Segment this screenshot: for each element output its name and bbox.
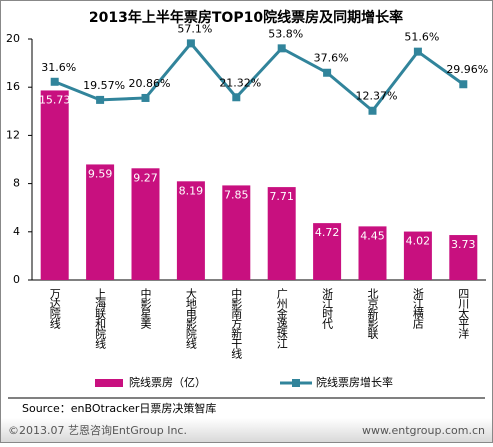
line-label: 21.32% (219, 76, 261, 89)
x-tick-label: 浙江时代 (321, 288, 334, 330)
bar-label: 9.59 (88, 167, 113, 180)
line-marker (50, 77, 59, 86)
line-marker (96, 95, 105, 104)
x-tick-label: 北京新影联 (366, 288, 379, 340)
x-tick-label: 四川太平洋 (457, 288, 470, 339)
chart-title: 2013年上半年票房TOP10院线票房及同期增长率 (89, 9, 403, 26)
line-label: 53.8% (268, 27, 303, 40)
bar (131, 168, 160, 280)
line-marker (141, 93, 150, 102)
x-tick-label: 万达院线 (48, 288, 61, 329)
x-tick-label: 中影南方新干线 (230, 288, 243, 359)
footer-right: www.entgroup.com.cn (362, 424, 485, 437)
line-label: 31.6% (41, 61, 76, 74)
line-marker (277, 44, 286, 53)
bar-label: 8.19 (179, 184, 204, 197)
bar-label: 7.71 (269, 190, 294, 203)
line (54, 41, 465, 113)
y-tick-label: 16 (6, 80, 20, 93)
bar (40, 90, 69, 281)
line-label: 37.6% (314, 52, 349, 65)
bar-label: 15.73 (39, 93, 71, 106)
y-tick-label: 4 (13, 225, 20, 238)
bar (449, 235, 478, 280)
bar (222, 185, 251, 280)
line-marker (186, 39, 195, 48)
footer-bg (1, 418, 492, 442)
line-marker (413, 47, 422, 56)
line-marker (459, 80, 468, 89)
legend-marker (292, 379, 300, 387)
line-label: 29.96% (446, 63, 488, 76)
line-label: 19.57% (83, 79, 125, 92)
bar (267, 187, 296, 280)
footer-left: ©2013.07 艺恩咨询EntGroup Inc. (8, 423, 187, 437)
bar (358, 226, 387, 280)
x-tick-label: 广州金逸珠江 (275, 288, 288, 349)
bar-label: 4.72 (315, 226, 340, 239)
bar-label: 4.02 (406, 235, 431, 248)
line-marker (323, 68, 332, 77)
legend-swatch (95, 379, 123, 387)
x-tick-label: 中影星美 (139, 288, 152, 329)
x-tick-label: 浙江横店 (411, 288, 424, 329)
bar (176, 181, 205, 280)
y-tick-label: 12 (6, 128, 20, 141)
line-label: 20.86% (129, 77, 171, 90)
legend-label: 院线票房（亿） (129, 375, 206, 389)
bar-label: 3.73 (451, 238, 476, 251)
line-label: 12.37% (356, 90, 398, 103)
bar-label: 7.85 (224, 188, 249, 201)
y-tick-label: 20 (6, 32, 20, 45)
bar (403, 231, 432, 280)
line-marker (368, 106, 377, 115)
line-label: 57.1% (177, 22, 212, 35)
source: Source：enBOtracker日票房决策智库 (22, 401, 216, 415)
bar-label: 4.45 (360, 229, 385, 242)
line-label: 51.6% (404, 31, 439, 44)
bar (313, 223, 342, 280)
x-tick-label: 大地电影院线 (184, 287, 197, 349)
y-tick-label: 0 (13, 273, 20, 286)
bar (86, 164, 115, 280)
x-tick-label: 上海联和院线 (94, 288, 107, 349)
bar-label: 9.27 (133, 171, 158, 184)
legend-label: 院线票房增长率 (316, 375, 393, 389)
line-marker (232, 93, 241, 102)
y-tick-label: 8 (13, 177, 20, 190)
